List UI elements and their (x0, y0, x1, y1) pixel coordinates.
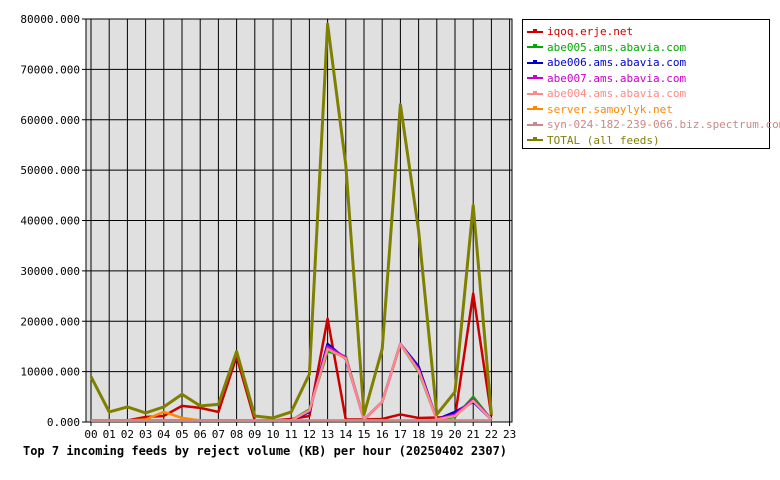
y-tick-label: 80000.000 (20, 13, 80, 26)
legend-label: server.samoylyk.net (547, 102, 673, 116)
x-tick-label: 07 (212, 428, 225, 441)
legend-item: abe005.ams.abavia.com (527, 40, 769, 56)
y-tick-label: 20000.000 (20, 315, 80, 328)
x-tick-label: 02 (121, 428, 134, 441)
x-tick-label: 15 (357, 428, 370, 441)
legend-item: abe006.ams.abavia.com (527, 55, 769, 71)
legend-item: TOTAL (all feeds) (527, 133, 769, 149)
y-tick-label: 70000.000 (20, 63, 80, 76)
x-tick-label: 22 (485, 428, 498, 441)
x-tick-label: 17 (394, 428, 407, 441)
legend-item: iqoq.erje.net (527, 24, 769, 40)
legend-swatch (527, 106, 543, 111)
x-tick-label: 16 (376, 428, 389, 441)
x-tick-label: 12 (303, 428, 316, 441)
legend: iqoq.erje.net abe005.ams.abavia.com abe006… (522, 19, 780, 149)
legend-swatch (527, 44, 543, 49)
y-tick-label: 0.000 (47, 416, 80, 429)
legend-swatch (527, 59, 543, 64)
series-lines (89, 22, 493, 422)
legend-label: abe004.ams.abavia.com (547, 87, 687, 101)
x-tick-label: 06 (194, 428, 207, 441)
y-tick-label: 50000.000 (20, 164, 80, 177)
legend-swatch (527, 121, 543, 126)
y-axis-ticks: 0.000 10000.000 20000.000 30000.000 40000.00… (20, 13, 86, 429)
x-tick-label: 14 (339, 428, 353, 441)
x-tick-label: 11 (285, 428, 298, 441)
x-tick-label: 19 (430, 428, 443, 441)
x-tick-label: 00 (84, 428, 97, 441)
x-tick-label: 08 (230, 428, 243, 441)
x-tick-label: 04 (157, 428, 171, 441)
legend-label: TOTAL (all feeds) (547, 133, 660, 147)
legend-item: server.samoylyk.net (527, 102, 769, 118)
legend-item: syn-024-182-239-066.biz.spectrum.com (527, 117, 780, 133)
legend-label: abe006.ams.abavia.com (547, 56, 687, 70)
legend-swatch (527, 90, 543, 95)
legend-item: abe004.ams.abavia.com (527, 86, 769, 102)
legend-swatch (527, 137, 543, 142)
x-tick-label: 10 (266, 428, 279, 441)
x-tick-label: 21 (467, 428, 480, 441)
x-tick-label: 03 (139, 428, 152, 441)
legend-item: abe007.ams.abavia.com (527, 71, 769, 87)
x-tick-label: 01 (103, 428, 116, 441)
x-axis-ticks: 00 01 02 03 04 05 06 07 08 09 10 11 12 13 14 15 16 17 18 19… (84, 422, 516, 441)
grid-lines (86, 19, 512, 422)
series-line-7 (89, 22, 493, 420)
y-tick-label: 60000.000 (20, 114, 80, 127)
x-tick-label: 05 (175, 428, 188, 441)
y-tick-label: 40000.000 (20, 215, 80, 228)
legend-label: iqoq.erje.net (547, 25, 634, 39)
x-tick-label: 09 (248, 428, 261, 441)
x-tick-label: 20 (448, 428, 461, 441)
chart-title: Top 7 incoming feeds by reject volume (K… (23, 444, 507, 458)
legend-swatch (527, 28, 543, 33)
y-tick-label: 30000.000 (20, 265, 80, 278)
legend-label: abe005.ams.abavia.com (547, 40, 687, 54)
series-line-0 (91, 292, 493, 422)
x-tick-label: 18 (412, 428, 425, 441)
x-tick-label: 13 (321, 428, 334, 441)
x-tick-label: 23 (503, 428, 516, 441)
legend-label: abe007.ams.abavia.com (547, 71, 687, 85)
legend-swatch (527, 75, 543, 80)
legend-label: syn-024-182-239-066.biz.spectrum.com (547, 118, 780, 132)
y-tick-label: 10000.000 (20, 366, 80, 379)
